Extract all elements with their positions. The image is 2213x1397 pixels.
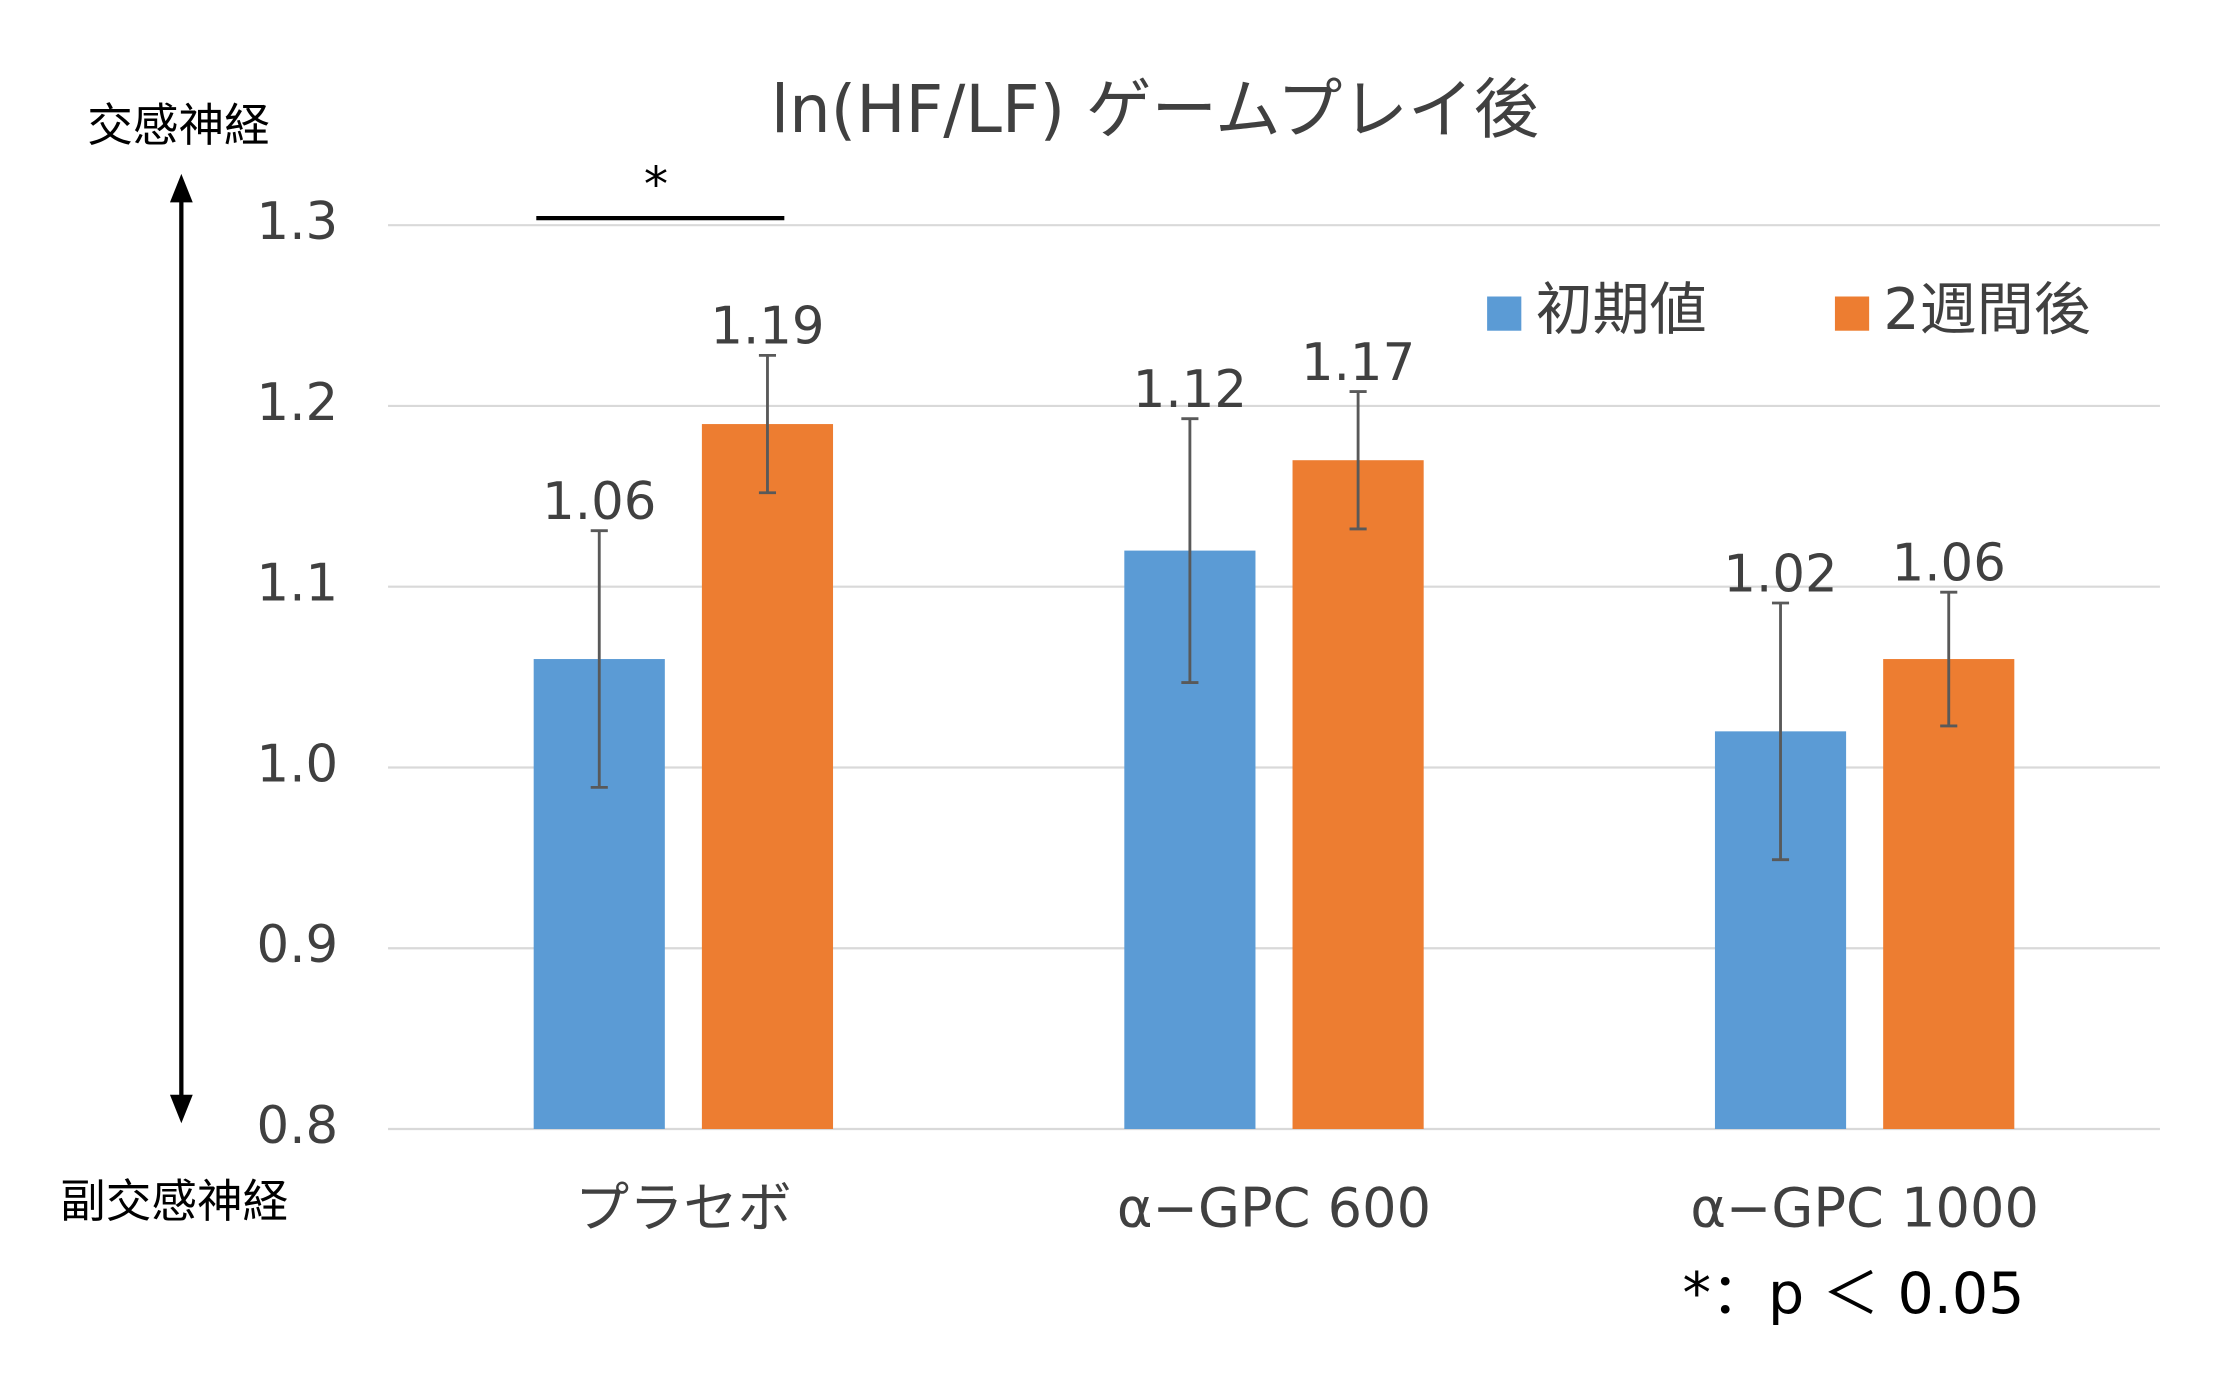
y-bottom-label: 副交感神経 <box>60 1175 288 1228</box>
legend-label: 2週間後 <box>1883 277 2090 343</box>
data-label: 1.12 <box>1133 360 1247 420</box>
legend-label: 初期値 <box>1536 277 1707 343</box>
data-label: 1.06 <box>1892 534 2006 594</box>
x-tick-label: α−GPC 1000 <box>1690 1176 2039 1239</box>
arrow-head <box>169 1094 193 1124</box>
bar <box>701 424 834 1130</box>
data-label: 1.19 <box>710 297 824 357</box>
x-tick-label: α−GPC 600 <box>1117 1176 1431 1239</box>
y-tick-label: 1.1 <box>257 554 339 614</box>
y-tick-label: 0.9 <box>257 915 339 975</box>
error-bar <box>590 529 608 789</box>
legend-swatch <box>1834 296 1870 331</box>
error-bar <box>1940 590 1958 728</box>
data-label: 1.02 <box>1723 544 1837 604</box>
significance-mark: * <box>644 157 668 213</box>
error-bar <box>1771 601 1790 862</box>
note: *：p ＜ 0.05 <box>1682 1261 2024 1327</box>
chart-title: ln(HF/LF) ゲームプレイ後 <box>771 72 1539 148</box>
y-tick-label: 1.0 <box>257 734 339 794</box>
y-tick-label: 1.2 <box>257 373 339 433</box>
legend-swatch <box>1487 296 1522 331</box>
y-top-label: 交感神経 <box>87 99 269 152</box>
arrow-head <box>169 173 193 203</box>
data-label: 1.17 <box>1301 333 1415 393</box>
error-bar <box>1349 390 1367 531</box>
y-tick-label: 0.8 <box>257 1096 339 1156</box>
data-label: 1.06 <box>542 472 656 532</box>
error-bar <box>1181 417 1199 684</box>
x-tick-label: プラセボ <box>575 1176 792 1239</box>
bar <box>1883 659 2015 1130</box>
y-tick-label: 1.3 <box>257 192 339 252</box>
error-bar <box>758 353 777 495</box>
bar <box>1292 460 1424 1130</box>
